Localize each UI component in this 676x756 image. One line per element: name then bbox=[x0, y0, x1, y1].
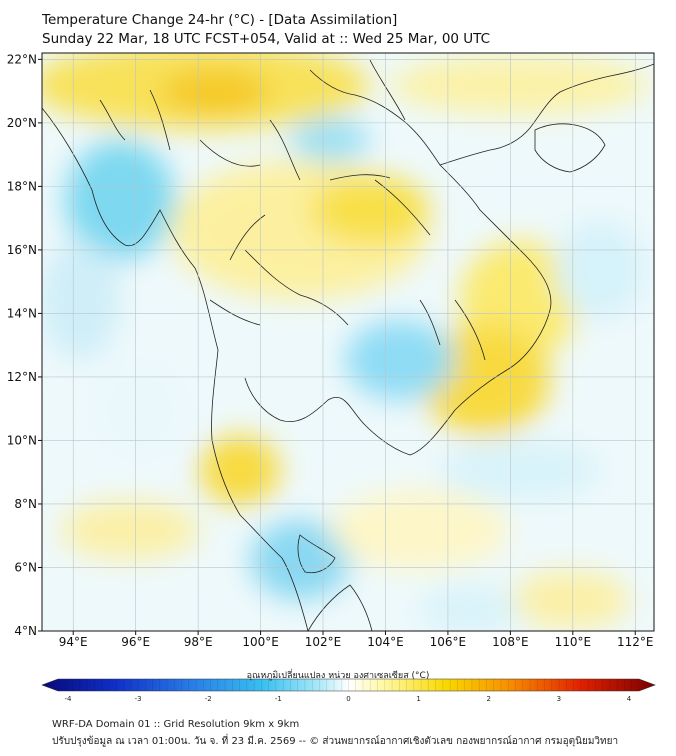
longitude-axis: 94°E 96°E 98°E 100°E 102°E 104°E 106°E 108°E 110… bbox=[59, 631, 654, 649]
lat-tick-label: 20°N bbox=[7, 116, 37, 130]
colorbar-tick-label: 1 bbox=[416, 695, 420, 703]
map-title: Temperature Change 24-hr (°C) - [Data As… bbox=[42, 12, 398, 28]
lon-tick-label: 102°E bbox=[305, 635, 342, 649]
colorbar-tick-label: 2 bbox=[487, 695, 491, 703]
lon-tick-label: 110°E bbox=[555, 635, 592, 649]
colorbar-tick-label: 0 bbox=[346, 695, 350, 703]
lon-tick-label: 100°E bbox=[242, 635, 279, 649]
lat-tick-label: 18°N bbox=[7, 179, 37, 193]
graticule bbox=[42, 53, 654, 631]
latitude-axis: 22°N 20°N 18°N 16°N 14°N 12°N 10°N 8°N 6°N 4°N bbox=[7, 52, 42, 638]
colorbar-tick-label: -1 bbox=[275, 695, 282, 703]
colorbar: -4 -3 -2 -1 0 1 2 3 4 bbox=[41, 678, 656, 703]
lat-tick-label: 14°N bbox=[7, 306, 37, 320]
footer-update-info: ปรับปรุงข้อมูล ณ เวลา 01:00น. วัน จ. ที่… bbox=[52, 736, 619, 747]
colorbar-tick-label: -2 bbox=[205, 695, 212, 703]
lat-tick-label: 4°N bbox=[14, 624, 37, 638]
lat-tick-label: 22°N bbox=[7, 52, 37, 66]
lat-tick-label: 6°N bbox=[14, 560, 37, 574]
map-subtitle: Sunday 22 Mar, 18 UTC FCST+054, Valid at… bbox=[42, 31, 491, 47]
lat-tick-label: 12°N bbox=[7, 370, 37, 384]
colorbar-tick-label: -3 bbox=[135, 695, 142, 703]
temperature-field bbox=[42, 53, 654, 631]
colorbar-title: อุณหภูมิเปลี่ยนแปลง หน่วย องศาเซลเซียส (… bbox=[246, 671, 430, 681]
lon-tick-label: 104°E bbox=[367, 635, 404, 649]
lat-tick-label: 10°N bbox=[7, 433, 37, 447]
lon-tick-label: 96°E bbox=[121, 635, 150, 649]
colorbar-tick-label: 3 bbox=[557, 695, 561, 703]
lon-tick-label: 108°E bbox=[492, 635, 529, 649]
lat-tick-label: 8°N bbox=[14, 497, 37, 511]
lon-tick-label: 112°E bbox=[617, 635, 654, 649]
lon-tick-label: 94°E bbox=[59, 635, 88, 649]
colorbar-tick-label: 4 bbox=[627, 695, 632, 703]
lat-tick-label: 16°N bbox=[7, 243, 37, 257]
map-frame bbox=[41, 52, 655, 632]
coastlines-and-borders bbox=[42, 59, 654, 631]
lon-tick-label: 106°E bbox=[430, 635, 467, 649]
colorbar-tick-label: -4 bbox=[65, 695, 73, 703]
footer-model-info: WRF-DA Domain 01 :: Grid Resolution 9km … bbox=[52, 719, 300, 730]
lon-tick-label: 98°E bbox=[184, 635, 213, 649]
